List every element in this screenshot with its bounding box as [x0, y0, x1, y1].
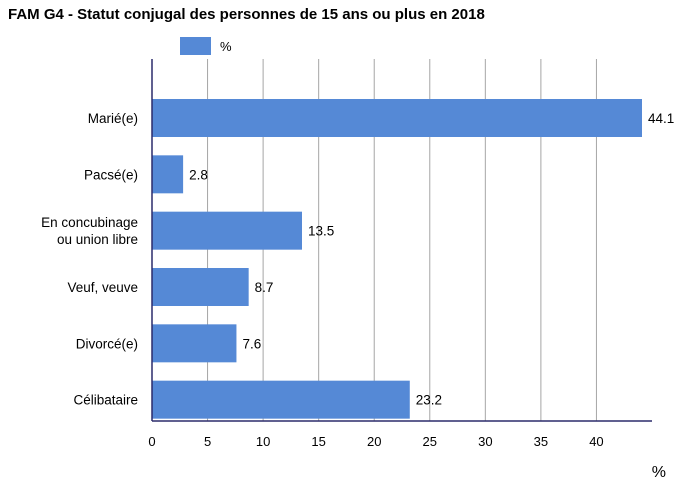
x-tick-label: 15: [311, 434, 325, 449]
category-label: ou union libre: [57, 232, 138, 247]
value-label: 8.7: [255, 280, 274, 295]
x-tick-label: 5: [204, 434, 211, 449]
bar: [152, 268, 249, 306]
category-label: Divorcé(e): [76, 336, 138, 351]
bar: [152, 211, 302, 250]
value-label: 44.1: [648, 111, 674, 126]
legend-swatch: [180, 37, 211, 55]
x-tick-label: 25: [423, 434, 437, 449]
x-tick-label: 10: [256, 434, 270, 449]
bar: [152, 380, 410, 419]
value-label: 2.8: [189, 167, 208, 182]
chart-title: FAM G4 - Statut conjugal des personnes d…: [8, 6, 485, 23]
category-label: Veuf, veuve: [67, 280, 138, 295]
category-label: Célibataire: [73, 393, 138, 408]
category-label: En concubinage: [41, 215, 138, 230]
category-label: Marié(e): [88, 111, 138, 126]
legend: %: [180, 37, 232, 55]
value-label: 23.2: [416, 393, 442, 408]
legend-label: %: [220, 38, 232, 54]
x-tick-label: 20: [367, 434, 381, 449]
value-label: 7.6: [242, 336, 261, 351]
x-tick-label: 40: [589, 434, 603, 449]
category-label: Pacsé(e): [84, 167, 138, 182]
bar: [152, 324, 237, 363]
value-label: 13.5: [308, 224, 334, 239]
x-axis-label: %: [652, 464, 666, 481]
x-tick-label: 30: [478, 434, 492, 449]
bar: [152, 155, 184, 194]
x-tick-label: 35: [534, 434, 548, 449]
x-tick-label: 0: [148, 434, 155, 449]
bar: [152, 99, 642, 137]
